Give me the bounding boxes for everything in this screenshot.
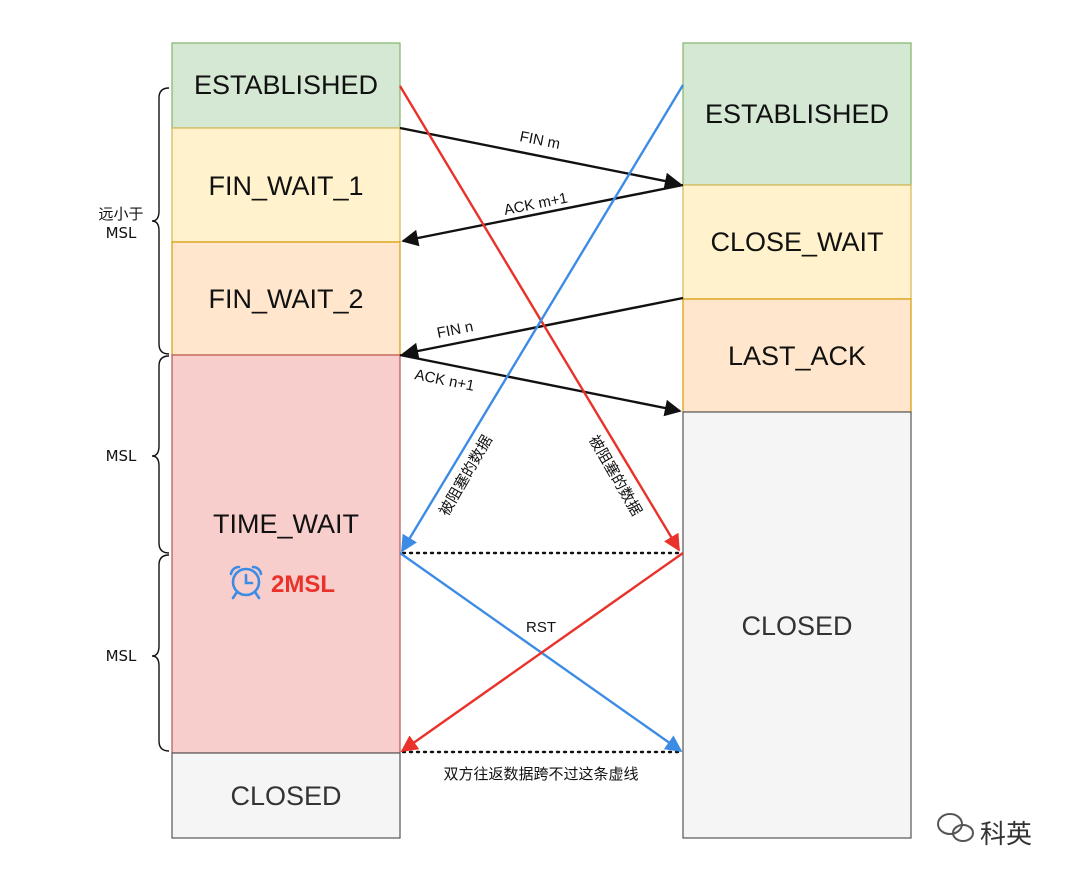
label-ack-n1: ACK n+1	[413, 366, 476, 395]
brace-msl-1	[151, 355, 170, 554]
client-state-fin-wait-1: FIN_WAIT_1	[208, 171, 363, 201]
brace-msl-2	[151, 554, 170, 752]
client-state-box-closed	[171, 752, 401, 839]
arrow-ack-n1	[399, 353, 682, 417]
server-state-close-wait: CLOSE_WAIT	[710, 227, 883, 257]
duration-braces	[151, 87, 170, 752]
duration-label-far-less-msl: MSL	[106, 224, 137, 242]
label-fin-m: FIN m	[518, 128, 561, 153]
server-state-box-established	[682, 42, 912, 186]
duration-label-far-less: 远小于	[98, 205, 143, 223]
arrow-blocked-blue	[400, 84, 685, 553]
duration-label-msl-1: MSL	[106, 447, 137, 465]
watermark: 科英	[937, 813, 1032, 850]
server-state-box-closed	[682, 411, 912, 839]
timer-label: 2MSL	[271, 571, 335, 598]
arrow-blocked-red	[398, 85, 681, 552]
client-column: ESTABLISHED FIN_WAIT_1 FIN_WAIT_2 TIME_W…	[171, 42, 401, 839]
brace-far-less-msl	[151, 87, 170, 355]
label-fin-n: FIN n	[435, 318, 474, 342]
client-state-box-time-wait	[171, 354, 401, 754]
server-state-box-close-wait	[682, 184, 912, 300]
alarm-clock-icon	[229, 565, 263, 600]
label-rst: RST	[526, 619, 556, 636]
server-column: ESTABLISHED CLOSE_WAIT LAST_ACK CLOSED	[682, 42, 912, 839]
duration-label-msl-2: MSL	[106, 647, 137, 665]
timer: 2MSL	[229, 565, 335, 600]
arrow-fin-m	[399, 126, 682, 190]
watermark-label: 科英	[980, 820, 1032, 850]
server-state-established: ESTABLISHED	[705, 99, 889, 129]
client-state-box-fin-wait-2	[171, 241, 401, 356]
client-state-established: ESTABLISHED	[194, 70, 378, 100]
server-state-closed: CLOSED	[741, 611, 852, 641]
handshake-arrows	[399, 126, 684, 417]
arrow-late-red	[400, 552, 684, 752]
arrow-ack-m1	[401, 183, 684, 247]
server-state-last-ack: LAST_ACK	[728, 341, 866, 371]
dotted-line-note: 双方往返数据跨不过这条虚线	[443, 765, 638, 783]
client-state-time-wait: TIME_WAIT	[213, 509, 359, 539]
client-state-fin-wait-2: FIN_WAIT_2	[208, 284, 363, 314]
client-state-box-fin-wait-1	[171, 127, 401, 243]
wechat-icon	[937, 813, 974, 842]
client-state-closed: CLOSED	[230, 781, 341, 811]
client-state-box-established	[171, 42, 401, 129]
